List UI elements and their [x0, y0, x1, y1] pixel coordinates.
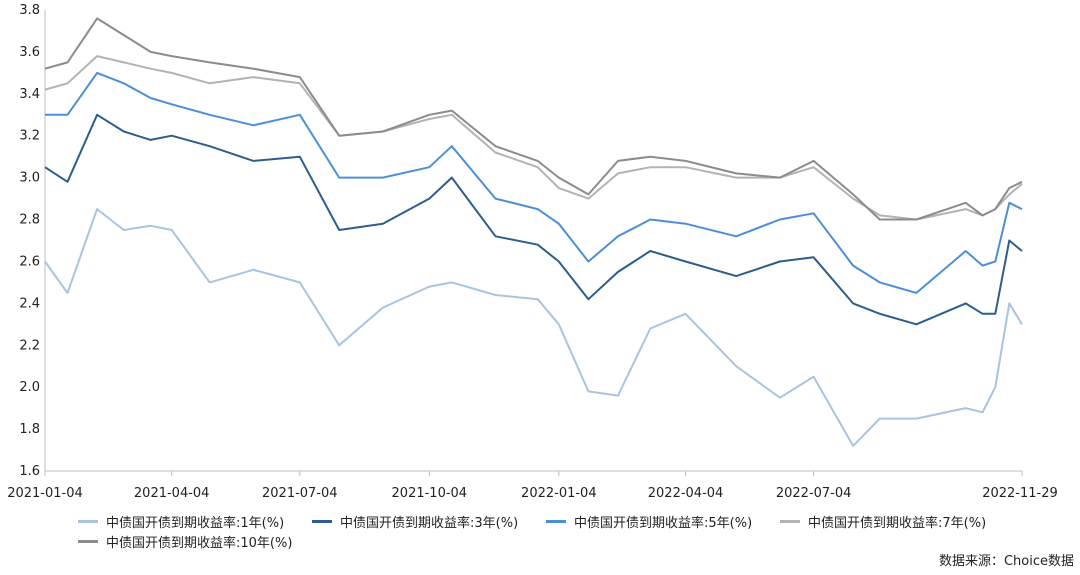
- legend-swatch: [78, 540, 98, 543]
- legend-label: 中债国开债到期收益率:7年(%): [808, 516, 987, 531]
- legend-swatch: [780, 520, 800, 523]
- series-line-1: [44, 208, 1023, 447]
- legend-item: 中债国开债到期收益率:7年(%): [780, 512, 986, 531]
- legend-label: 中债国开债到期收益率:3年(%): [340, 516, 519, 531]
- y-tick-label: 3.6: [19, 45, 40, 60]
- source-note: 数据来源：Choice数据: [938, 554, 1074, 569]
- y-tick-label: 1.8: [19, 422, 40, 437]
- x-tick-label: 2022-04-04: [648, 486, 724, 501]
- x-axis: 2021-01-04 2021-04-04 2021-07-04 2021-10-04…: [7, 470, 1058, 501]
- legend-label: 中债国开债到期收益率:5年(%): [574, 516, 753, 531]
- x-tick-label: 2021-10-04: [392, 486, 468, 501]
- legend-item: 中债国开债到期收益率:5年(%): [546, 512, 752, 531]
- x-tick-label: 2021-07-04: [262, 486, 338, 501]
- legend-item: 中债国开债到期收益率:3年(%): [312, 512, 518, 531]
- x-tick-label: 2022-07-04: [776, 486, 852, 501]
- series-line-4: [44, 55, 1023, 221]
- series-line-3: [45, 71, 1023, 294]
- y-axis: 1.6 1.8 2.0 2.2 2.4 2.6 2.8 3.0 3.2 3.4 3.6 3.8: [19, 3, 46, 479]
- legend-label: 中债国开债到期收益率:1年(%): [106, 516, 285, 531]
- x-tick-label: 2021-01-04: [7, 486, 83, 501]
- y-tick-label: 3.8: [19, 3, 40, 18]
- y-tick-label: 3.0: [19, 171, 40, 186]
- legend-item: 中债国开债到期收益率:1年(%): [78, 512, 284, 531]
- legend-swatch: [312, 520, 332, 523]
- y-tick-label: 2.0: [19, 380, 40, 395]
- legend-label: 中债国开债到期收益率:10年(%): [106, 536, 293, 551]
- legend-item: 中债国开债到期收益率:10年(%): [78, 532, 292, 551]
- y-tick-label: 2.4: [19, 296, 40, 311]
- y-tick-label: 1.6: [19, 464, 40, 479]
- line-chart: 1.6 1.8 2.0 2.2 2.4 2.6 2.8 3.0 3.2 3.4 3.6 3.8 202…: [7, 3, 1058, 501]
- legend-swatch: [78, 520, 98, 523]
- series-line-2: [44, 113, 1023, 326]
- y-tick-label: 3.2: [19, 129, 40, 144]
- y-tick-label: 2.6: [19, 254, 40, 269]
- x-tick-label: 2022-11-29: [982, 486, 1058, 501]
- y-tick-label: 3.4: [19, 87, 40, 102]
- series-lines: [44, 17, 1023, 447]
- series-line-5: [44, 17, 1023, 221]
- x-tick-label: 2022-01-04: [521, 486, 597, 501]
- y-tick-label: 2.8: [19, 213, 40, 228]
- x-tick-label: 2021-04-04: [134, 486, 210, 501]
- y-tick-label: 2.2: [19, 338, 40, 353]
- legend-swatch: [546, 520, 566, 523]
